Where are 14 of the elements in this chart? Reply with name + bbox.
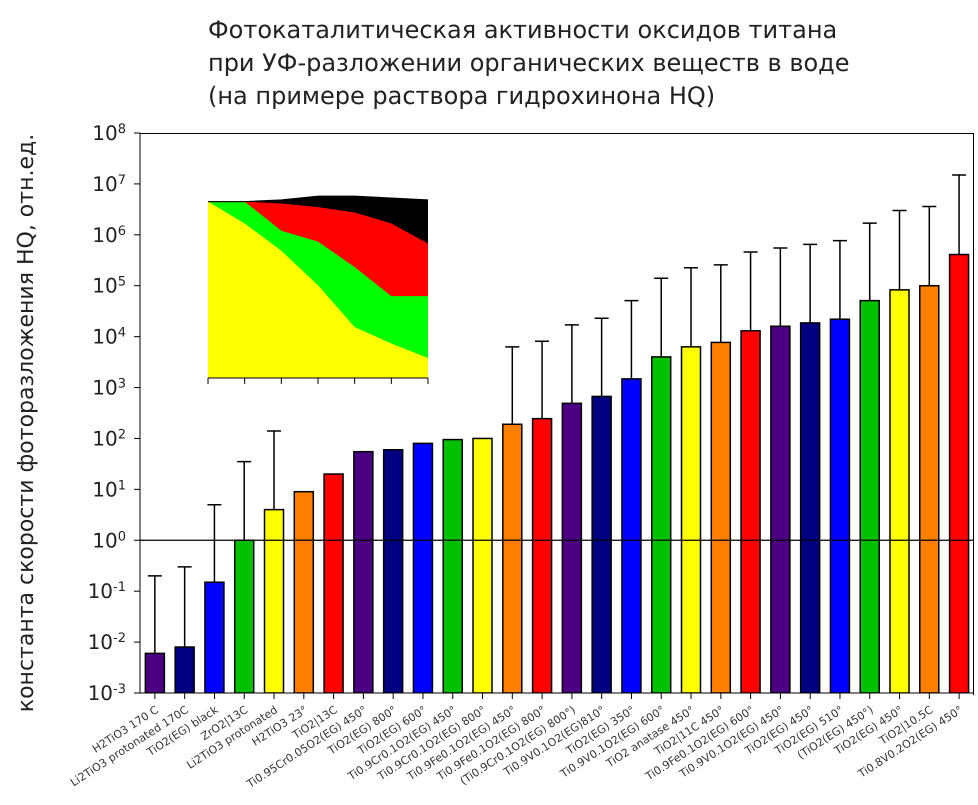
y-tick-label: 10$^{-2}$: [88, 630, 126, 654]
y-tick-label: 10$^{6}$: [92, 222, 126, 247]
y-tick-label: 10$^{0}$: [92, 528, 126, 552]
y-tick-label: 10$^{-1}$: [88, 579, 126, 604]
y-tick-label: 10$^{-3}$: [88, 681, 126, 705]
y-axis-title: константа скорости фоторазложения HQ, отн.ед.: [14, 134, 39, 712]
y-tick-label: 10$^{1}$: [92, 477, 126, 502]
y-tick-label: 10$^{4}$: [92, 324, 126, 349]
chart-title: Фотокаталитическая активности оксидов титана при УФ-разложении органических веществ в воде (на примере раствора гидрохинона HQ): [208, 15, 850, 112]
y-tick-label: 10$^{8}$: [92, 121, 126, 145]
y-tick-label: 10$^{7}$: [92, 172, 126, 196]
y-tick-label: 10$^{2}$: [92, 426, 126, 450]
y-tick-label: 10$^{3}$: [92, 376, 126, 400]
y-tick-label: 10$^{5}$: [92, 274, 126, 298]
